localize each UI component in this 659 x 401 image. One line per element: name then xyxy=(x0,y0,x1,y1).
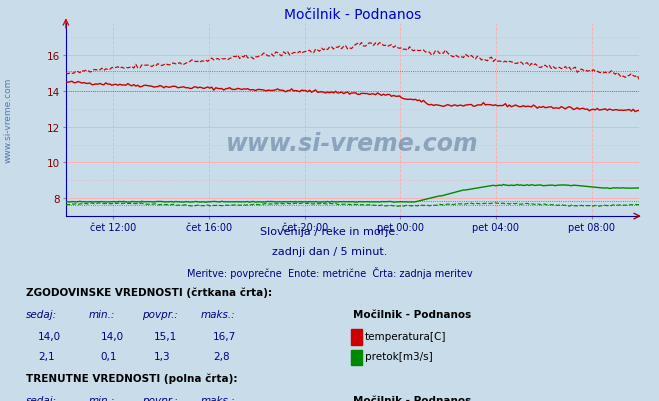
Text: Meritve: povprečne  Enote: metrične  Črta: zadnja meritev: Meritve: povprečne Enote: metrične Črta:… xyxy=(186,267,473,279)
Text: 2,8: 2,8 xyxy=(213,351,229,361)
Text: zadnji dan / 5 minut.: zadnji dan / 5 minut. xyxy=(272,247,387,257)
Text: maks.:: maks.: xyxy=(201,309,236,319)
Text: min.:: min.: xyxy=(89,395,115,401)
Text: 14,0: 14,0 xyxy=(101,331,124,341)
Text: sedaj:: sedaj: xyxy=(26,395,57,401)
Text: 2,1: 2,1 xyxy=(38,351,55,361)
Text: 1,3: 1,3 xyxy=(154,351,170,361)
Text: ZGODOVINSKE VREDNOSTI (črtkana črta):: ZGODOVINSKE VREDNOSTI (črtkana črta): xyxy=(26,287,272,297)
Text: temperatura[C]: temperatura[C] xyxy=(365,331,447,341)
Text: TRENUTNE VREDNOSTI (polna črta):: TRENUTNE VREDNOSTI (polna črta): xyxy=(26,373,238,383)
Text: www.si-vreme.com: www.si-vreme.com xyxy=(226,132,479,155)
Text: min.:: min.: xyxy=(89,309,115,319)
Title: Močilnik - Podnanos: Močilnik - Podnanos xyxy=(284,8,421,22)
Text: Močilnik - Podnanos: Močilnik - Podnanos xyxy=(353,395,471,401)
Text: 14,0: 14,0 xyxy=(38,331,61,341)
Text: 15,1: 15,1 xyxy=(154,331,177,341)
Text: povpr.:: povpr.: xyxy=(142,309,177,319)
Text: 16,7: 16,7 xyxy=(213,331,236,341)
Text: povpr.:: povpr.: xyxy=(142,395,177,401)
Text: sedaj:: sedaj: xyxy=(26,309,57,319)
Text: 0,1: 0,1 xyxy=(101,351,117,361)
Text: Močilnik - Podnanos: Močilnik - Podnanos xyxy=(353,309,471,319)
Text: maks.:: maks.: xyxy=(201,395,236,401)
Text: pretok[m3/s]: pretok[m3/s] xyxy=(365,351,433,361)
Text: www.si-vreme.com: www.si-vreme.com xyxy=(3,78,13,163)
Text: Slovenija / reke in morje.: Slovenija / reke in morje. xyxy=(260,227,399,237)
